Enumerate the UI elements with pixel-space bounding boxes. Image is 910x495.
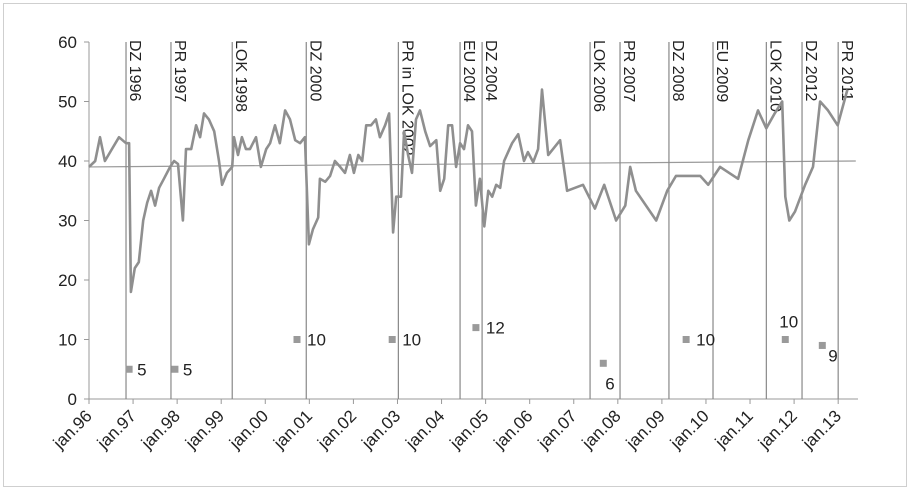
data-line <box>88 88 849 294</box>
x-tick-label: jan.08 <box>578 406 625 453</box>
x-tick-label: jan.98 <box>137 406 184 453</box>
point-label: 9 <box>828 346 837 365</box>
x-tick-label: jan.03 <box>357 406 404 453</box>
event-label: DZ 2000 <box>306 40 323 101</box>
x-tick-label: jan.07 <box>534 406 581 453</box>
event-label: PR 2007 <box>620 40 637 102</box>
point-label: 10 <box>307 331 326 350</box>
event-label: DZ 2008 <box>669 40 686 101</box>
event-label: PR 2011 <box>838 40 855 101</box>
event-label: EU 2009 <box>713 40 730 102</box>
x-tick-label: jan.09 <box>622 406 669 453</box>
y-tick-label: 10 <box>58 331 77 350</box>
x-tick-label: jan.11 <box>711 406 757 452</box>
point <box>818 341 826 349</box>
point <box>781 336 789 343</box>
point <box>293 336 301 343</box>
point-label: 5 <box>137 360 146 379</box>
x-tick-label: jan.12 <box>754 406 801 453</box>
x-tick-label: jan.10 <box>666 406 713 453</box>
y-tick-label: 50 <box>58 93 77 112</box>
event-label: DZ 2004 <box>482 40 499 101</box>
trend-line <box>88 160 856 168</box>
event-label: PR 1997 <box>171 40 188 102</box>
x-tick-label: jan.13 <box>798 406 845 453</box>
point <box>388 336 396 343</box>
x-tick-label: jan.96 <box>49 406 96 453</box>
event-label: LOK 2006 <box>590 40 607 112</box>
x-tick-label: jan.05 <box>446 406 493 453</box>
event-label: LOK 2010 <box>766 40 783 112</box>
y-tick-label: 0 <box>68 390 77 409</box>
event-label: EU 2004 <box>460 40 477 102</box>
x-tick-label: jan.00 <box>225 406 272 453</box>
point <box>472 324 480 332</box>
event-label: PR in LOK 2002 <box>398 40 415 156</box>
point-label: 10 <box>696 331 715 350</box>
x-tick-label: jan.06 <box>490 406 537 453</box>
point-label: 6 <box>605 374 614 393</box>
point <box>125 365 133 373</box>
point <box>599 359 607 367</box>
point-label: 10 <box>779 313 798 332</box>
x-tick-label: jan.97 <box>93 406 140 453</box>
event-label: LOK 1998 <box>232 40 249 112</box>
event-label: DZ 1996 <box>126 40 143 101</box>
frame <box>3 3 907 487</box>
y-tick-label: 60 <box>58 33 77 52</box>
x-tick-label: jan.01 <box>269 406 316 453</box>
event-label: DZ 2012 <box>802 40 819 101</box>
x-tick-label: jan.02 <box>313 406 360 453</box>
point <box>171 365 179 373</box>
point-label: 10 <box>402 331 421 350</box>
y-tick-label: 20 <box>58 271 77 290</box>
point <box>682 336 690 343</box>
x-tick-label: jan.04 <box>401 406 448 453</box>
y-tick-label: 30 <box>58 212 77 231</box>
point-label: 5 <box>183 360 192 379</box>
x-tick-label: jan.99 <box>181 406 228 453</box>
y-tick-label: 40 <box>58 152 77 171</box>
point-label: 12 <box>486 319 505 338</box>
